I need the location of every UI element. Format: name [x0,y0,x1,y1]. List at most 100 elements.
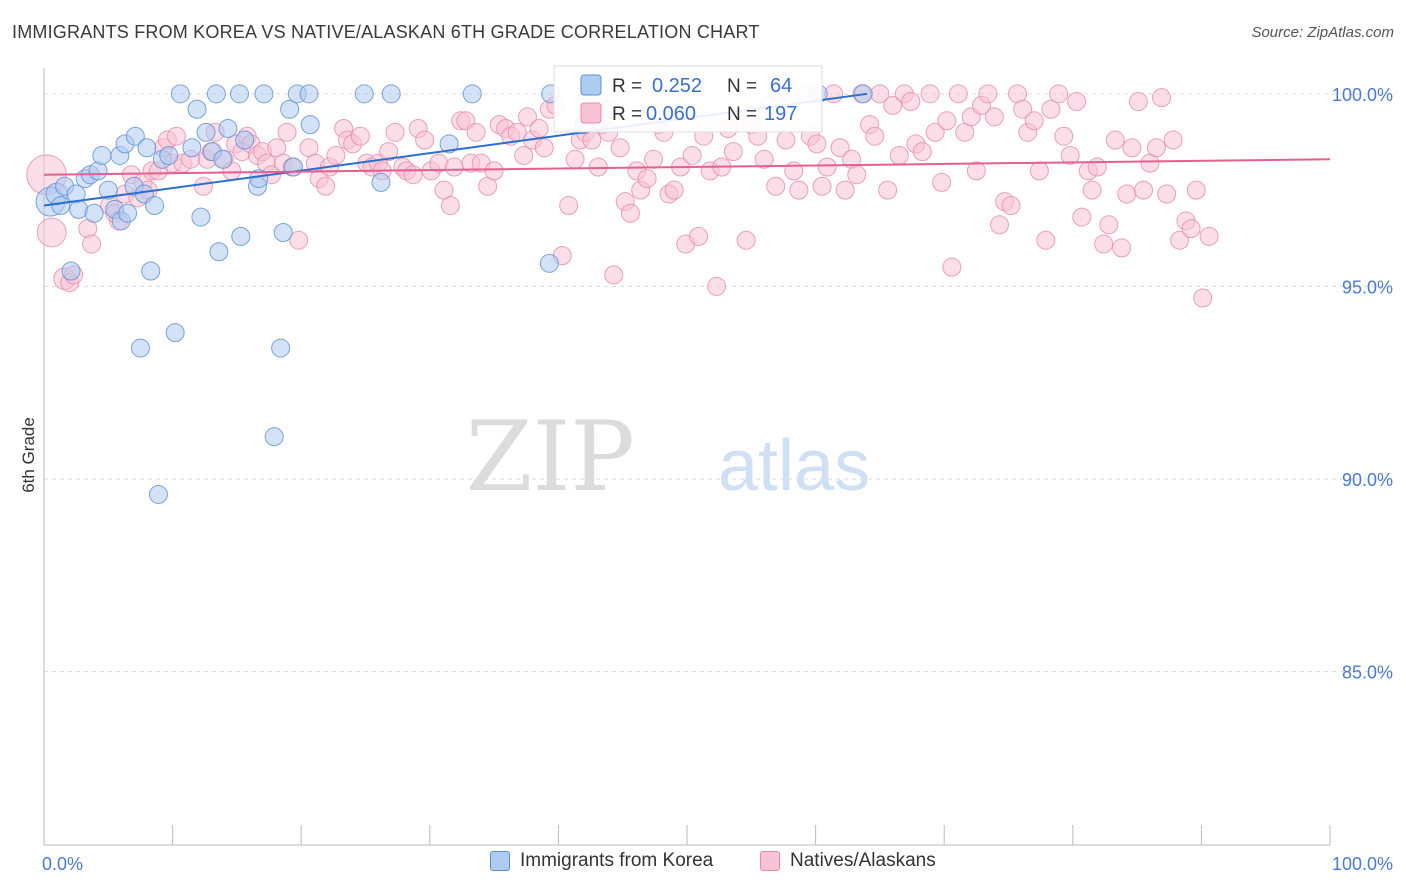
point-native [166,126,186,146]
gridlines [44,93,1390,673]
point-native [784,161,804,181]
point-native [385,122,405,142]
watermark-zip: ZIP [466,401,635,513]
stats-r-label-korea: R = [612,76,642,97]
point-native [682,145,702,165]
y-tick-labels: 100.0% 95.0% 90.0% 85.0% [1332,85,1393,683]
x-tick-label-max: 100.0% [1332,854,1393,874]
point-korea [148,484,168,504]
point-native [565,149,585,169]
point-korea [462,84,482,104]
stats-r-value-native: 0.060 [646,103,696,125]
point-native [1054,126,1074,146]
point-native [1060,145,1080,165]
point-native [1170,230,1190,250]
point-native [830,138,850,158]
point-native [1112,238,1132,258]
point-native [776,130,796,150]
point-korea [98,180,118,200]
point-korea [92,145,112,165]
legend-item-korea: Immigrants from Korea [490,850,713,872]
point-native [1146,138,1166,158]
point-native [707,276,727,296]
point-native [989,215,1009,235]
point-native [878,180,898,200]
point-native [883,95,903,115]
stats-n-label-korea: N = [727,76,757,97]
point-native [1193,288,1213,308]
point-native [316,176,336,196]
point-native [529,118,549,138]
x-tick-label-min: 0.0% [42,854,83,874]
point-korea [206,84,226,104]
point-korea [273,222,293,242]
point-korea [280,99,300,119]
point-native [901,92,921,112]
legend-swatch-korea [490,851,510,871]
point-korea [196,122,216,142]
point-native [82,234,102,254]
point-korea [264,427,284,447]
point-native [766,176,786,196]
stats-box: R = 0.252 N = 64 R = 0.060 N = 197 [553,65,823,133]
point-native [1072,207,1092,227]
point-korea [271,338,291,358]
point-native [865,126,885,146]
point-native [1152,88,1172,108]
point-native [193,176,213,196]
point-native [754,149,774,169]
point-native [847,165,867,185]
point-native [835,180,855,200]
point-native [812,176,832,196]
point-native [1163,130,1183,150]
stats-n-value-korea: 64 [770,75,792,97]
axes [43,68,1331,846]
stats-swatch-korea [580,74,602,96]
point-korea [231,226,251,246]
point-native [937,111,957,131]
point-native [1199,226,1219,246]
point-native [1013,99,1033,119]
point-native [1181,219,1201,239]
point-native [1049,84,1069,104]
point-korea [141,261,161,281]
point-korea [51,196,71,216]
point-native [966,161,986,181]
stats-n-value-native: 197 [764,103,797,125]
point-native [932,172,952,192]
point-native [466,122,486,142]
point-native [1087,157,1107,177]
point-korea [381,84,401,104]
point-native [689,226,709,246]
y-tick-label: 90.0% [1342,470,1393,490]
point-korea [191,207,211,227]
chart-title: IMMIGRANTS FROM KOREA VS NATIVE/ALASKAN … [12,22,760,42]
point-korea [182,138,202,158]
y-tick-label: 95.0% [1342,277,1393,297]
point-korea [371,172,391,192]
point-korea [130,338,150,358]
point-korea [84,203,104,223]
point-native [534,138,554,158]
point-korea [61,261,81,281]
point-native [736,230,756,250]
point-native [1128,92,1148,112]
point-korea [354,84,374,104]
point-native [559,196,579,216]
trend-line-native [43,158,1331,176]
legend-label-native: Natives/Alaskans [790,850,936,871]
point-korea [145,196,165,216]
point-native [912,142,932,162]
point-native [604,265,624,285]
point-native [942,257,962,277]
y-axis-label: 6th Grade [19,417,38,493]
point-korea [125,126,145,146]
point-korea [187,99,207,119]
point-native [1105,130,1125,150]
point-native [1082,180,1102,200]
point-native [1099,215,1119,235]
point-native [1041,99,1061,119]
legend-item-native: Natives/Alaskans [760,850,936,872]
point-korea [218,118,238,138]
point-native [518,107,538,127]
